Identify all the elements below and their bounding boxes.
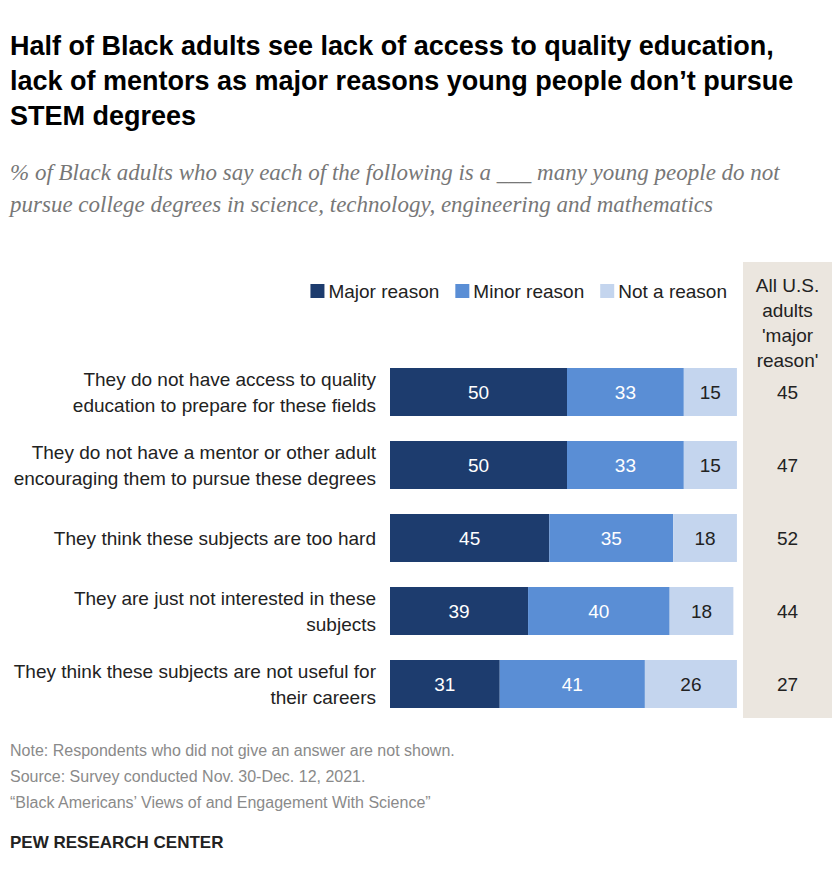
side-column-header-line: adults xyxy=(762,300,813,321)
bar-segment xyxy=(549,514,673,562)
side-column-header-line: All U.S. xyxy=(756,275,819,296)
bar-segment xyxy=(390,368,567,416)
subtitle-line: pursue college degrees in science, techn… xyxy=(8,192,713,217)
data-label: 31 xyxy=(434,674,455,695)
category-label-line: They think these subjects are not useful… xyxy=(14,661,377,682)
category-label-line: They think these subjects are too hard xyxy=(54,528,376,549)
legend-label: Not a reason xyxy=(618,281,727,302)
subtitle: % of Black adults who say each of the fo… xyxy=(8,160,780,217)
side-column-value: 52 xyxy=(777,528,798,549)
side-column-bg xyxy=(743,262,832,718)
bar-segment xyxy=(645,660,737,708)
category-label: They do not have access to quality educat… xyxy=(73,369,377,416)
bar-segment xyxy=(684,441,737,489)
category-label: They think these subjects are too hard xyxy=(54,528,376,549)
legend-swatch xyxy=(310,284,324,298)
bar-segment xyxy=(670,587,734,635)
legend-swatch xyxy=(455,284,469,298)
credit: PEW RESEARCH CENTER xyxy=(10,833,223,852)
title-line: Half of Black adults see lack of access … xyxy=(10,31,774,61)
category-label-line: They are just not interested in these xyxy=(74,588,376,609)
bar-segment xyxy=(567,368,684,416)
bar-segment xyxy=(673,514,737,562)
legend-label: Major reason xyxy=(328,281,439,302)
side-column-header: All U.S. adults 'major reason' xyxy=(756,275,819,371)
category-label: They think these subjects are not useful… xyxy=(14,661,377,708)
note: Note: Respondents who did not give an an… xyxy=(10,742,455,759)
category-label: They are just not interested in these sub… xyxy=(74,588,376,635)
side-column-header-line: reason' xyxy=(757,350,819,371)
data-label: 50 xyxy=(468,382,489,403)
side-column-header-line: 'major xyxy=(762,325,814,346)
legend-label: Minor reason xyxy=(473,281,584,302)
legend: Major reason Minor reason Not a reason xyxy=(310,281,727,302)
bar-segment xyxy=(390,514,549,562)
data-label: 26 xyxy=(680,674,701,695)
category-label-line: They do not have a mentor or other adult xyxy=(32,442,377,463)
bar-segment xyxy=(500,660,645,708)
data-label: 33 xyxy=(615,455,636,476)
category-label-line: subjects xyxy=(306,614,376,635)
bar-segment xyxy=(528,587,670,635)
data-label: 50 xyxy=(468,455,489,476)
subtitle-line: % of Black adults who say each of the fo… xyxy=(10,160,780,185)
data-label: 18 xyxy=(691,601,712,622)
note: Source: Survey conducted Nov. 30-Dec. 12… xyxy=(10,768,365,785)
chart: Half of Black adults see lack of access … xyxy=(0,0,840,886)
data-label: 35 xyxy=(601,528,622,549)
bar-segment xyxy=(390,587,528,635)
bar-segment xyxy=(390,660,500,708)
data-label: 41 xyxy=(562,674,583,695)
category-label-line: encouraging them to pursue these degrees xyxy=(14,468,376,489)
legend-swatch xyxy=(600,284,614,298)
data-label: 40 xyxy=(588,601,609,622)
title-line: STEM degrees xyxy=(10,101,196,131)
bar-segment xyxy=(567,441,684,489)
data-label: 39 xyxy=(448,601,469,622)
side-column-value: 45 xyxy=(777,382,798,403)
side-column-value: 44 xyxy=(777,601,799,622)
title: Half of Black adults see lack of access … xyxy=(10,31,793,131)
category-label-line: their careers xyxy=(270,687,376,708)
side-column-value: 47 xyxy=(777,455,798,476)
category-label: They do not have a mentor or other adult… xyxy=(14,442,377,489)
side-column-value: 27 xyxy=(777,674,798,695)
data-label: 15 xyxy=(700,382,721,403)
data-label: 33 xyxy=(615,382,636,403)
data-label: 45 xyxy=(459,528,480,549)
bar-segment xyxy=(390,441,567,489)
bars xyxy=(390,368,737,708)
note: “Black Americans’ Views of and Engagemen… xyxy=(10,794,431,811)
category-label-line: They do not have access to quality xyxy=(83,369,376,390)
data-label: 18 xyxy=(694,528,715,549)
data-labels: 50 33 15 50 33 15 45 35 18 39 40 18 31 41 26 xyxy=(434,382,721,695)
bar-segment xyxy=(684,368,737,416)
data-label: 15 xyxy=(700,455,721,476)
category-label-line: education to prepare for these fields xyxy=(73,395,376,416)
title-line: lack of mentors as major reasons young p… xyxy=(10,66,793,96)
